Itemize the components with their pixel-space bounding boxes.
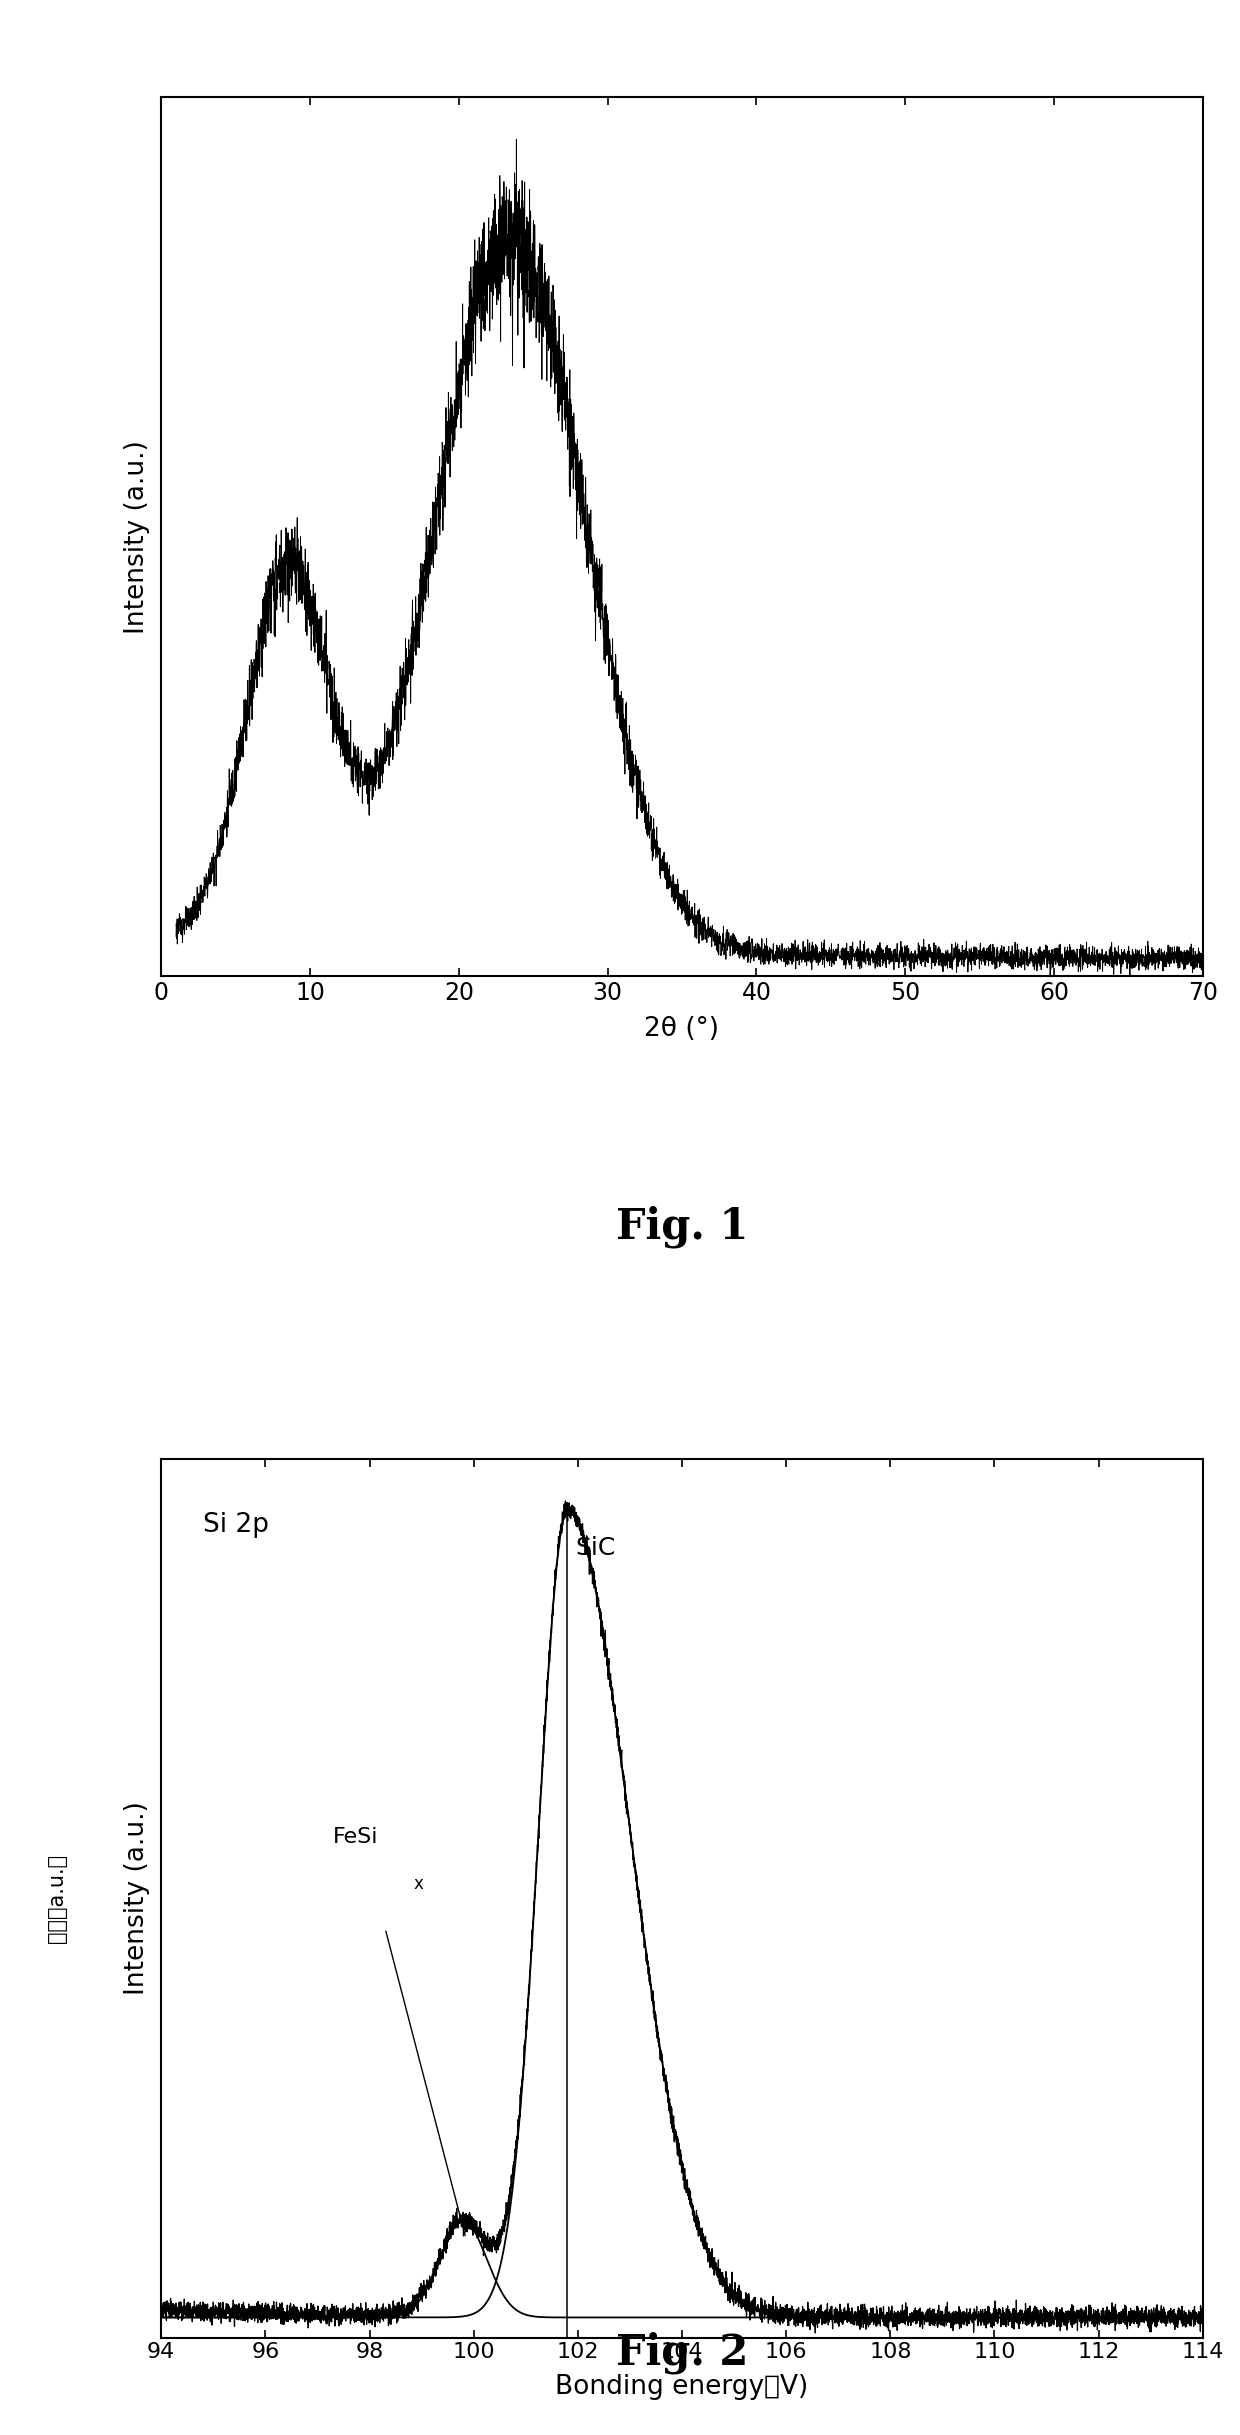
Text: Si 2p: Si 2p bbox=[203, 1512, 269, 1539]
Text: 強度（a.u.）: 強度（a.u.） bbox=[47, 1853, 67, 1943]
Text: Fig. 1: Fig. 1 bbox=[616, 1205, 748, 1247]
Text: FeSi: FeSi bbox=[334, 1826, 378, 1846]
Y-axis label: Intensity (a.u.): Intensity (a.u.) bbox=[124, 441, 150, 633]
X-axis label: Bonding energy：V): Bonding energy：V) bbox=[556, 2374, 808, 2398]
Text: SiC: SiC bbox=[575, 1536, 615, 1561]
Text: Fig. 2: Fig. 2 bbox=[616, 2333, 748, 2374]
Text: x: x bbox=[414, 1875, 424, 1894]
X-axis label: 2θ (°): 2θ (°) bbox=[645, 1015, 719, 1042]
Y-axis label: Intensity (a.u.): Intensity (a.u.) bbox=[124, 1802, 150, 1994]
